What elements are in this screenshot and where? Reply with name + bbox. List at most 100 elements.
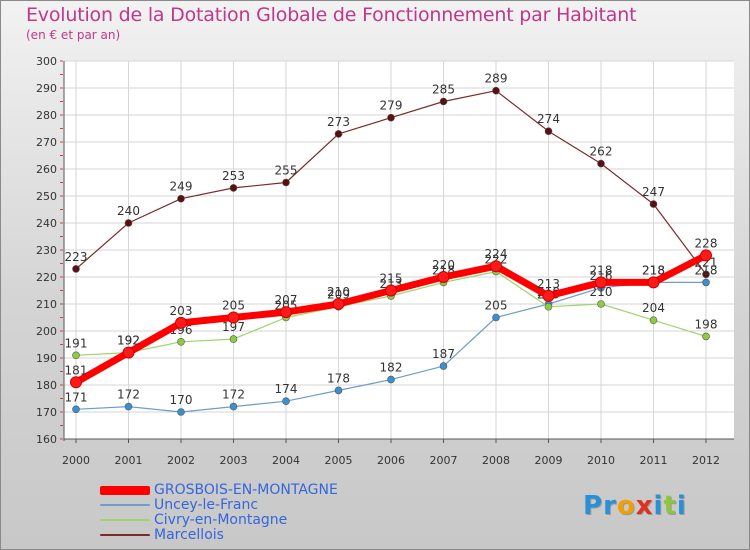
y-tick-label: 230: [36, 244, 57, 257]
data-point: [387, 375, 395, 384]
data-label: 192: [117, 334, 140, 348]
data-label: 172: [117, 388, 140, 402]
data-point: [175, 316, 187, 329]
data-point: [177, 194, 185, 203]
data-label: 279: [380, 99, 403, 113]
x-tick-label: 2011: [640, 454, 668, 467]
logo-letter: i: [676, 491, 687, 521]
data-label: 224: [485, 247, 508, 261]
x-tick-label: 2005: [325, 454, 353, 467]
data-label: 210: [590, 285, 613, 299]
chart-legend: GROSBOIS-EN-MONTAGNE Uncey-le-Franc Civry-…: [100, 483, 338, 543]
data-label: 285: [432, 83, 455, 97]
y-tick-label: 200: [36, 325, 57, 338]
data-label: 172: [222, 388, 245, 402]
legend-label: Marcellois: [154, 527, 224, 543]
data-point: [282, 178, 290, 187]
data-point: [72, 405, 80, 414]
data-label: 181: [65, 363, 88, 377]
x-tick-label: 2009: [535, 454, 563, 467]
data-label: 274: [537, 112, 560, 126]
legend-item: Civry-en-Montagne: [100, 513, 338, 528]
legend-swatch: [100, 485, 150, 495]
data-label: 204: [642, 301, 665, 315]
x-tick-label: 2002: [167, 454, 195, 467]
legend-label: Uncey-le-Franc: [154, 497, 259, 513]
data-point: [542, 289, 555, 302]
data-label: 240: [117, 204, 140, 218]
logo-letter: t: [663, 491, 677, 521]
data-point: [597, 159, 605, 168]
data-label: 218: [642, 263, 665, 277]
y-tick-label: 180: [36, 379, 57, 392]
data-label: 220: [432, 258, 455, 272]
data-point: [595, 276, 607, 289]
y-tick-label: 300: [36, 55, 57, 68]
data-label: 205: [222, 299, 245, 313]
legend-swatch: [100, 504, 150, 506]
data-point: [492, 313, 500, 322]
data-label: 191: [65, 336, 88, 350]
data-label: 249: [170, 180, 193, 194]
data-label: 170: [170, 393, 193, 407]
data-label: 247: [642, 185, 665, 199]
data-point: [544, 127, 553, 135]
data-point: [280, 306, 292, 319]
data-point: [647, 276, 660, 289]
data-label: 222: [485, 253, 508, 267]
data-point: [437, 271, 450, 283]
data-point: [124, 219, 133, 227]
y-tick-label: 270: [36, 136, 57, 149]
data-label: 289: [485, 72, 508, 86]
logo-letter: x: [635, 491, 654, 521]
data-point: [229, 335, 238, 343]
data-point: [702, 332, 710, 341]
data-point: [332, 298, 345, 310]
x-tick-label: 2003: [220, 454, 248, 467]
legend-swatch: [100, 534, 150, 536]
data-point: [122, 346, 135, 359]
chart-subtitle: (en € et par an): [26, 28, 121, 42]
legend-label: Civry-en-Montagne: [154, 512, 288, 528]
data-point: [702, 270, 710, 279]
y-tick-label: 280: [36, 109, 57, 122]
y-tick-label: 170: [36, 406, 57, 419]
data-point: [439, 362, 448, 370]
x-tick-label: 2010: [587, 454, 615, 467]
data-point: [177, 337, 185, 346]
logo-letter: o: [616, 491, 636, 521]
data-label: 205: [485, 299, 508, 313]
data-point: [334, 130, 343, 138]
data-label: 218: [590, 263, 613, 277]
x-tick-label: 2012: [692, 454, 720, 467]
legend-item: Marcellois: [100, 528, 338, 543]
data-point: [72, 265, 80, 273]
y-tick-label: 220: [36, 271, 57, 284]
data-point: [649, 316, 658, 325]
data-point: [177, 408, 185, 416]
data-label: 187: [432, 347, 455, 361]
data-label: 174: [275, 382, 298, 396]
x-tick-label: 2007: [430, 454, 458, 467]
x-tick-label: 2000: [62, 454, 90, 467]
data-label: 192: [117, 334, 140, 348]
data-point: [124, 402, 133, 411]
series-grosbois-en-montagne: 181 192 203 205 207 210 215 220 224 213 218 218 228: [65, 236, 717, 389]
data-point: [490, 260, 502, 273]
y-tick-label: 210: [36, 298, 57, 311]
y-tick-label: 250: [36, 190, 57, 203]
data-label: 209: [327, 288, 350, 302]
y-tick-label: 240: [36, 217, 57, 230]
data-point: [227, 311, 240, 324]
data-label: 213: [537, 277, 560, 291]
data-label: 215: [380, 272, 403, 286]
data-label: 178: [327, 371, 350, 385]
proxiti-logo: Proxiti: [583, 491, 687, 521]
x-tick-label: 2008: [482, 454, 510, 467]
legend-swatch: [100, 519, 150, 521]
legend-item: Uncey-le-Franc: [100, 498, 338, 513]
logo-letter: P: [583, 491, 604, 521]
data-label: 253: [222, 169, 245, 183]
